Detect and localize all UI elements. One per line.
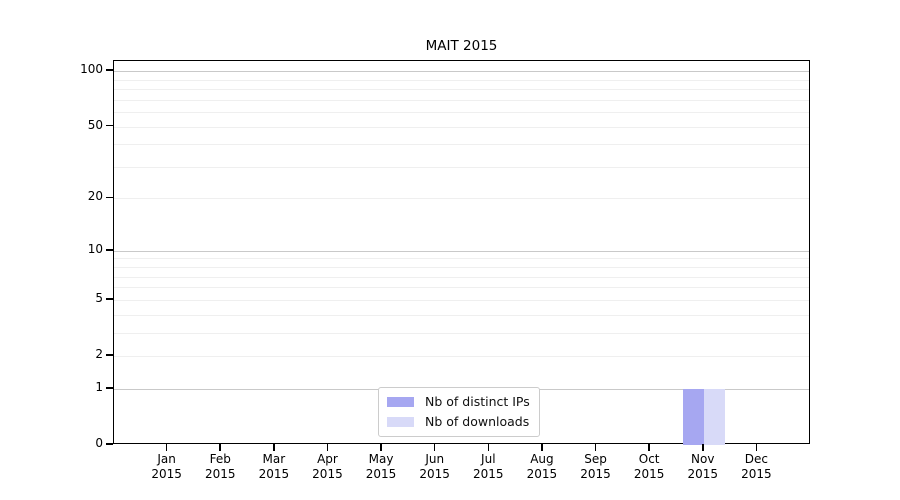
y-tick-mark — [106, 387, 113, 389]
gridline-minor — [114, 144, 809, 146]
legend-swatch-downloads — [387, 416, 414, 427]
x-tick-month: Feb — [209, 452, 231, 466]
x-tick-year: 2015 — [526, 467, 558, 481]
y-tick-mark — [106, 196, 113, 199]
legend-label-distinct-ips: Nb of distinct IPs — [425, 394, 530, 409]
gridline-minor — [114, 166, 809, 168]
gridline-minor — [114, 126, 809, 128]
x-tick-label: Jan 2015 — [136, 452, 198, 482]
x-tick-year: 2015 — [580, 467, 611, 481]
gridline-minor — [114, 258, 809, 260]
x-tick-year: 2015 — [419, 467, 450, 481]
x-tick-month: Mar — [262, 452, 286, 466]
legend: Nb of distinct IPs Nb of downloads — [378, 387, 540, 437]
x-tick-label: Apr 2015 — [296, 452, 358, 482]
legend-label-downloads: Nb of downloads — [425, 414, 530, 429]
x-tick-month: Dec — [744, 452, 768, 466]
x-tick-year: 2015 — [633, 467, 665, 481]
x-tick-mark — [755, 444, 758, 451]
x-tick-label: May 2015 — [350, 452, 412, 482]
y-tick-label: 1 — [95, 379, 103, 394]
y-tick-label: 5 — [95, 290, 103, 305]
y-tick-label: 100 — [80, 62, 103, 77]
x-tick-year: 2015 — [365, 467, 397, 481]
gridline-minor — [114, 89, 809, 91]
gridline-minor — [114, 332, 809, 334]
x-tick-label: Aug 2015 — [511, 452, 573, 482]
y-tick-label: 50 — [87, 117, 103, 132]
x-tick-mark — [487, 444, 490, 451]
legend-item-distinct-ips: Nb of distinct IPs — [387, 394, 530, 409]
x-tick-month: May — [368, 452, 394, 466]
gridline-minor — [114, 112, 809, 113]
y-tick-label: 2 — [95, 347, 103, 361]
gridline-minor — [114, 287, 809, 289]
x-tick-year: 2015 — [741, 467, 772, 481]
gridline-major — [114, 71, 809, 73]
x-tick-label: Jun 2015 — [404, 452, 466, 482]
y-tick-label: 0 — [95, 436, 103, 450]
gridline-minor — [114, 267, 809, 269]
x-tick-year: 2015 — [151, 467, 182, 481]
x-tick-mark — [541, 444, 543, 451]
x-tick-mark — [702, 444, 704, 451]
x-tick-month: Jul — [481, 452, 496, 466]
x-tick-month: Sep — [584, 452, 607, 466]
gridline-minor — [114, 276, 809, 278]
y-tick-mark — [106, 298, 113, 300]
gridline-minor — [114, 198, 809, 200]
y-tick-mark — [106, 249, 113, 251]
x-tick-mark — [380, 444, 382, 451]
x-tick-year: 2015 — [312, 467, 343, 481]
y-tick-mark — [106, 354, 113, 356]
x-tick-mark — [433, 444, 436, 451]
gridline-major — [114, 250, 809, 252]
legend-item-downloads: Nb of downloads — [387, 414, 530, 429]
x-tick-mark — [326, 444, 329, 451]
x-tick-label: Jul 2015 — [457, 452, 519, 482]
x-tick-month: Aug — [530, 452, 554, 466]
x-tick-mark — [219, 444, 221, 451]
x-tick-year: 2015 — [258, 467, 290, 481]
plot-area: Nb of distinct IPs Nb of downloads — [113, 60, 810, 445]
gridline-minor — [114, 356, 809, 357]
x-tick-year: 2015 — [687, 467, 719, 481]
x-tick-month: Apr — [317, 452, 338, 466]
x-tick-label: Feb 2015 — [189, 452, 251, 482]
bar-downloads — [703, 388, 725, 445]
x-tick-mark — [273, 444, 275, 451]
y-tick-label: 10 — [87, 241, 103, 256]
x-tick-mark — [594, 444, 597, 451]
x-tick-label: Oct 2015 — [618, 452, 680, 482]
x-tick-year: 2015 — [473, 467, 504, 481]
x-tick-mark — [165, 444, 168, 451]
gridline-minor — [114, 79, 809, 81]
chart-title: MAIT 2015 — [425, 38, 498, 54]
y-tick-mark — [106, 69, 113, 71]
gridline-minor — [114, 299, 809, 301]
x-tick-month: Nov — [691, 452, 715, 466]
legend-swatch-distinct-ips — [387, 396, 414, 407]
gridline-minor — [114, 99, 809, 101]
y-tick-label: 20 — [87, 189, 103, 204]
x-tick-label: Dec 2015 — [725, 452, 787, 482]
y-tick-mark — [106, 124, 113, 127]
x-tick-label: Nov 2015 — [672, 452, 734, 482]
x-tick-label: Sep 2015 — [565, 452, 627, 482]
x-tick-month: Jun — [425, 452, 445, 466]
x-tick-month: Jan — [157, 452, 176, 466]
y-tick-mark — [106, 443, 113, 445]
x-tick-mark — [648, 444, 650, 451]
gridline-minor — [114, 314, 809, 316]
bar-distinct-ips — [682, 388, 704, 445]
x-tick-month: Oct — [638, 452, 660, 466]
x-tick-year: 2015 — [204, 467, 236, 481]
x-tick-label: Mar 2015 — [243, 452, 305, 482]
